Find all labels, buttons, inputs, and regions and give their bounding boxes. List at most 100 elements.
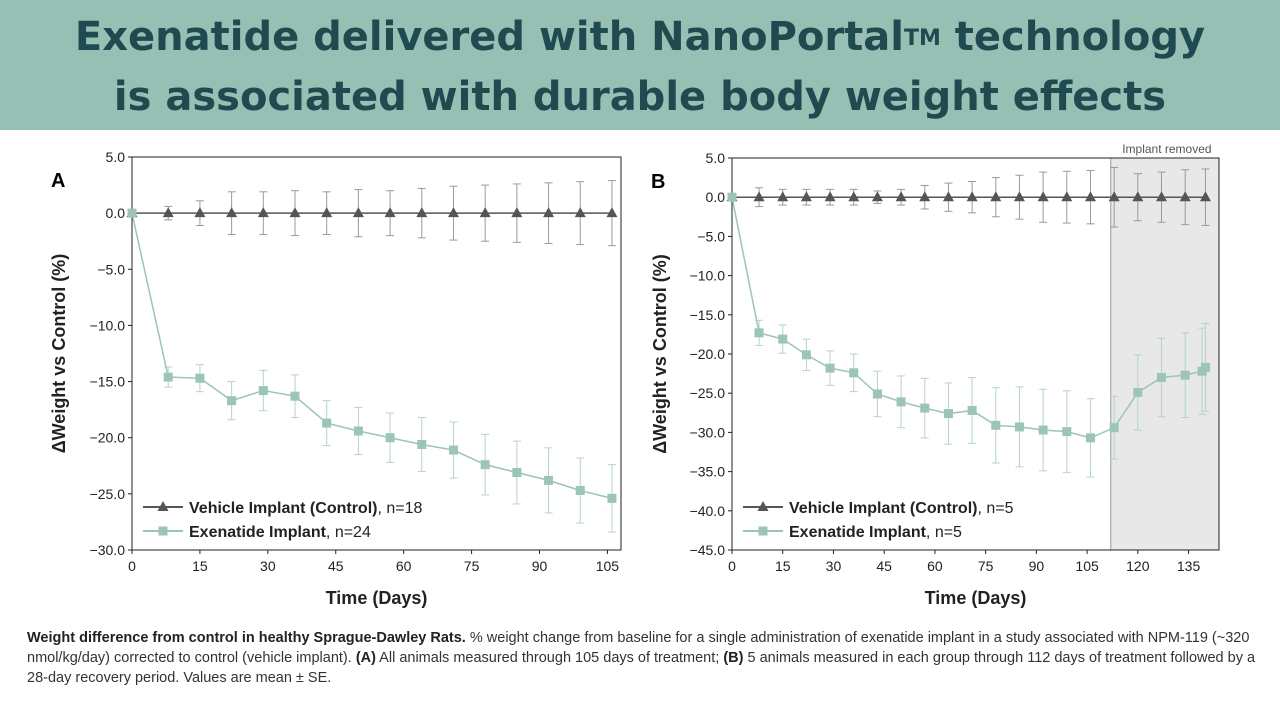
- data-point: [848, 191, 860, 202]
- data-point: [258, 386, 268, 396]
- data-point: [1062, 427, 1072, 437]
- data-point: [194, 207, 206, 218]
- y-axis-title: ΔWeight vs Control (%): [49, 254, 69, 454]
- data-point: [447, 207, 459, 218]
- data-point: [479, 207, 491, 218]
- data-point: [849, 368, 859, 378]
- data-point: [321, 207, 333, 218]
- data-point: [991, 420, 1001, 430]
- data-point: [607, 493, 617, 503]
- data-point: [480, 460, 490, 470]
- x-tick-label: 15: [775, 558, 791, 574]
- x-tick-label: 105: [596, 558, 620, 574]
- data-point: [966, 191, 978, 202]
- data-point: [1200, 362, 1210, 372]
- y-tick-label: −15.0: [90, 374, 126, 390]
- data-point: [606, 207, 618, 218]
- data-point: [801, 350, 811, 360]
- x-tick-label: 45: [876, 558, 892, 574]
- y-tick-label: −20.0: [90, 430, 126, 446]
- legend-entry-control: Vehicle Implant (Control), n=18: [143, 500, 423, 517]
- data-point: [226, 207, 238, 218]
- y-tick-label: −10.0: [90, 317, 126, 333]
- data-point: [1014, 422, 1024, 432]
- data-point: [1132, 191, 1144, 202]
- data-point: [778, 334, 788, 344]
- legend-series-name: Exenatide Implant: [189, 524, 327, 541]
- x-tick-label: 60: [396, 558, 412, 574]
- legend-entry-exenatide: Exenatide Implant, n=5: [743, 524, 962, 541]
- panel-label: B: [651, 171, 665, 193]
- data-point: [1084, 191, 1096, 202]
- data-point: [824, 191, 836, 202]
- legend-n-label: , n=5: [926, 524, 962, 541]
- data-point: [753, 191, 765, 202]
- x-tick-label: 15: [192, 558, 208, 574]
- legend-n-label: , n=5: [977, 500, 1013, 517]
- legend-n-label: , n=24: [326, 524, 371, 541]
- data-point: [920, 403, 930, 413]
- caption-text-1: % weight change from baseline for a sing…: [27, 630, 1250, 666]
- caption-a-label: (A): [355, 650, 376, 666]
- y-tick-label: −45.0: [690, 542, 726, 558]
- data-point: [1038, 425, 1048, 435]
- legend-n-label: , n=18: [377, 500, 422, 517]
- implant-removed-label: Implant removed: [1122, 142, 1211, 156]
- legend-series-name: Vehicle Implant (Control): [789, 500, 977, 517]
- series-control: [126, 180, 618, 247]
- data-point: [163, 372, 173, 382]
- y-tick-label: −5.0: [97, 261, 125, 277]
- data-point: [1156, 191, 1168, 202]
- data-point: [543, 207, 555, 218]
- data-point: [942, 191, 954, 202]
- data-point: [727, 192, 737, 202]
- data-point: [448, 445, 458, 455]
- data-point: [1013, 191, 1025, 202]
- y-tick-label: −30.0: [90, 542, 126, 558]
- data-point: [385, 433, 395, 443]
- triangle-marker-icon: [757, 501, 769, 511]
- data-point: [574, 207, 586, 218]
- data-point: [1133, 387, 1143, 397]
- x-tick-label: 120: [1126, 558, 1150, 574]
- data-point: [895, 191, 907, 202]
- y-tick-label: −15.0: [690, 307, 726, 323]
- x-tick-label: 30: [260, 558, 276, 574]
- chart-panel-b: Implant removed 5.0 0.0 −5.0 −10.0 −15.0 −20.0…: [650, 142, 1220, 608]
- data-point: [544, 475, 554, 485]
- data-point: [127, 208, 137, 218]
- data-point: [919, 191, 931, 202]
- data-point: [1157, 373, 1167, 383]
- x-axis-title: Time (Days): [326, 588, 428, 608]
- y-tick-label: −25.0: [690, 385, 726, 401]
- data-point: [289, 207, 301, 218]
- caption-b-label: (B): [723, 650, 744, 666]
- data-point: [353, 426, 363, 436]
- legend-entry-control: Vehicle Implant (Control), n=5: [743, 500, 1014, 517]
- y-tick-label: −40.0: [690, 503, 726, 519]
- data-point: [195, 373, 205, 383]
- x-axis-title: Time (Days): [925, 588, 1027, 608]
- x-tick-label: 75: [978, 558, 994, 574]
- data-point: [1180, 370, 1190, 380]
- series-line: [131, 212, 613, 500]
- data-point: [967, 405, 977, 415]
- data-point: [825, 363, 835, 373]
- title-banner: Exenatide delivered with NanoPortalTM te…: [0, 0, 1280, 130]
- triangle-marker-icon: [157, 501, 169, 511]
- data-point: [384, 207, 396, 218]
- x-tick-label: 75: [464, 558, 480, 574]
- y-tick-label: −25.0: [90, 486, 126, 502]
- data-point: [871, 191, 883, 202]
- data-point: [943, 409, 953, 419]
- y-tick-label: −10.0: [690, 268, 726, 284]
- data-point: [257, 207, 269, 218]
- data-point: [777, 191, 789, 202]
- y-tick-label: −5.0: [697, 228, 725, 244]
- y-tick-label: −30.0: [690, 424, 726, 440]
- implant-removed-shade: [1110, 158, 1219, 550]
- caption-text-2: All animals measured through 105 days of…: [375, 650, 724, 666]
- caption-text-3: 5 animals measured in each group through…: [27, 650, 1256, 686]
- data-point: [1085, 433, 1095, 443]
- title-text-end: technology: [940, 14, 1206, 60]
